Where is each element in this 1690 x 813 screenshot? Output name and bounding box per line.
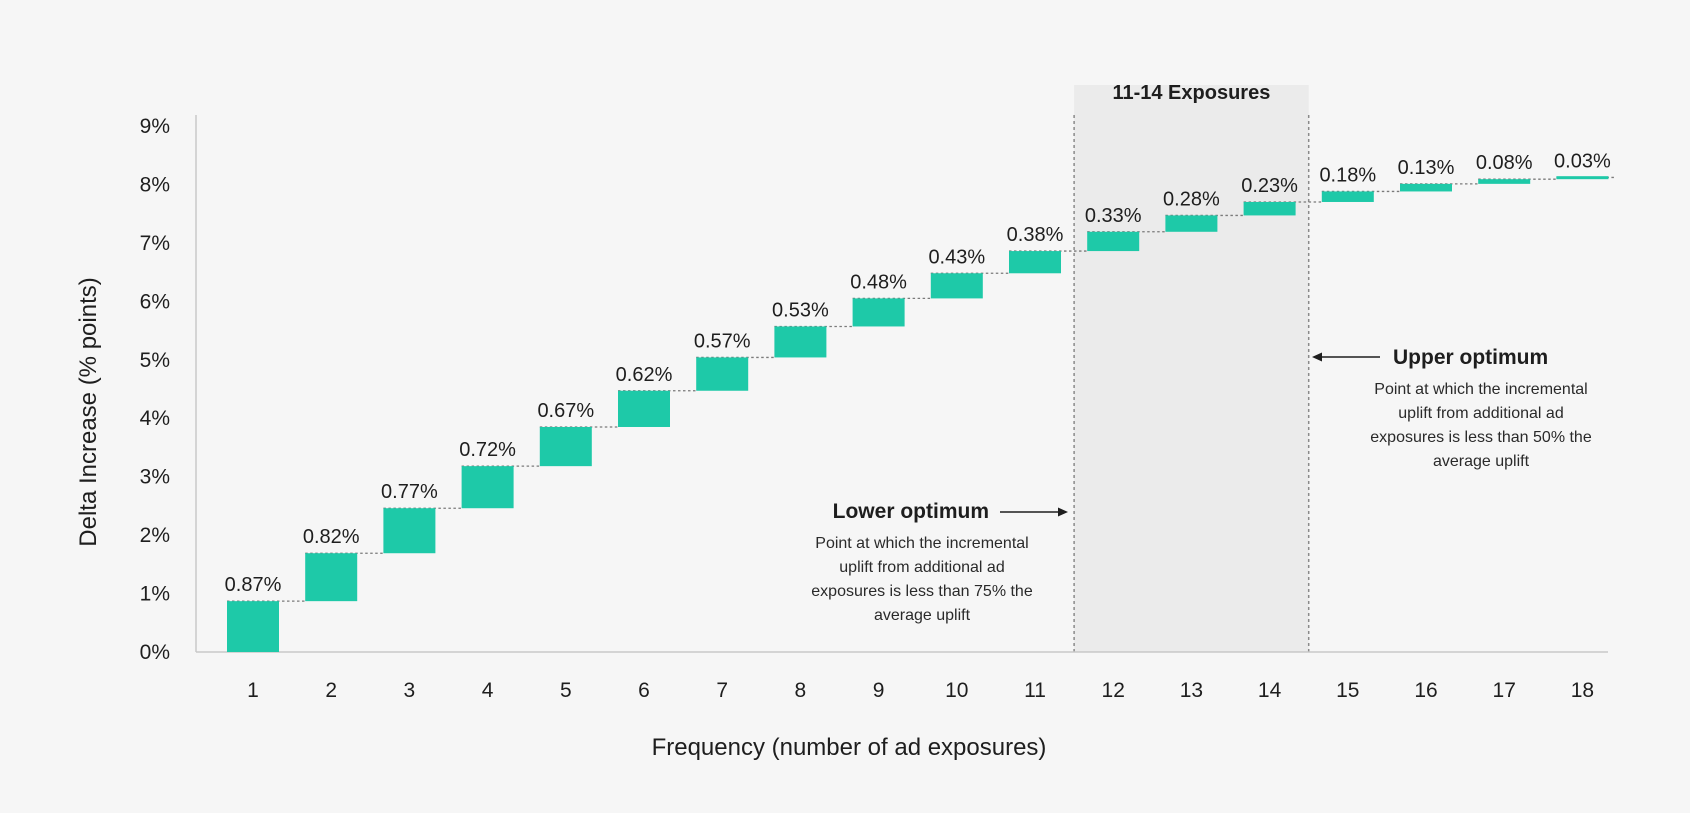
y-tick-label: 8%	[140, 173, 170, 196]
connectors	[227, 176, 1617, 602]
bar	[696, 357, 749, 391]
x-tick-label: 17	[1493, 679, 1516, 702]
upper-optimum-annotation: Upper optimum Point at which the increme…	[1312, 346, 1592, 470]
y-tick-label: 2%	[140, 524, 170, 547]
bar	[1243, 201, 1296, 216]
bar	[383, 508, 436, 554]
bar-value-label: 0.23%	[1241, 175, 1298, 197]
x-tick-label: 18	[1571, 679, 1594, 702]
y-tick-label: 7%	[140, 232, 170, 255]
y-tick-label: 9%	[140, 115, 170, 138]
bar-value-label: 0.48%	[850, 271, 907, 293]
upper-optimum-text-3: exposures is less than 50% the	[1370, 429, 1592, 446]
lower-optimum-text-3: exposures is less than 75% the	[811, 583, 1033, 600]
x-tick-label: 10	[945, 679, 968, 702]
bar-value-label: 0.33%	[1085, 205, 1142, 227]
bar-value-label: 0.08%	[1476, 152, 1533, 174]
lower-optimum-text-1: Point at which the incremental	[815, 535, 1028, 552]
upper-optimum-arrow-icon	[1312, 352, 1322, 362]
x-tick-label: 15	[1336, 679, 1359, 702]
x-ticks: 1 2 3 4 5 6 7 8 9 10 11 12 13 14 15 16 17 18	[247, 679, 1594, 702]
bar	[461, 466, 514, 509]
bar-value-label: 0.53%	[772, 299, 829, 321]
x-tick-label: 5	[560, 679, 572, 702]
x-tick-label: 13	[1180, 679, 1203, 702]
x-axis-title: Frequency (number of ad exposures)	[652, 734, 1047, 761]
x-tick-label: 1	[247, 679, 259, 702]
y-tick-label: 3%	[140, 466, 170, 489]
bar	[1321, 191, 1374, 202]
x-tick-label: 2	[325, 679, 337, 702]
upper-optimum-text-4: average uplift	[1433, 453, 1530, 470]
y-axis-title: Delta Increase (% points)	[75, 277, 102, 546]
bar-value-label: 0.67%	[537, 400, 594, 422]
x-tick-label: 14	[1258, 679, 1282, 702]
bar	[852, 298, 905, 327]
bar-value-label: 0.87%	[225, 574, 282, 596]
bar	[539, 426, 592, 467]
lower-optimum-arrow-icon	[1058, 507, 1068, 517]
bar-value-label: 0.72%	[459, 439, 516, 461]
upper-optimum-title: Upper optimum	[1393, 346, 1548, 369]
bar	[1087, 231, 1140, 252]
lower-optimum-text-2: uplift from additional ad	[839, 559, 1004, 576]
x-tick-label: 8	[795, 679, 807, 702]
bar-value-label: 0.77%	[381, 481, 438, 503]
band-title: 11-14 Exposures	[1112, 82, 1270, 104]
bar-value-label: 0.28%	[1163, 188, 1220, 210]
bar	[1478, 179, 1531, 184]
upper-optimum-text-1: Point at which the incremental	[1374, 381, 1587, 398]
x-tick-label: 11	[1024, 679, 1046, 702]
bar	[305, 553, 358, 602]
bar-value-label: 0.82%	[303, 526, 360, 548]
bar	[1009, 251, 1061, 274]
y-ticks: 0% 1% 2% 3% 4% 5% 6% 7% 8% 9%	[140, 115, 170, 664]
upper-optimum-text-2: uplift from additional ad	[1398, 405, 1563, 422]
highlight-band	[1074, 85, 1309, 652]
x-tick-label: 16	[1414, 679, 1437, 702]
lower-optimum-title: Lower optimum	[833, 500, 989, 523]
bar-value-label: 0.43%	[928, 246, 985, 268]
x-tick-label: 7	[716, 679, 728, 702]
bar-value-label: 0.18%	[1319, 164, 1376, 186]
y-tick-label: 1%	[140, 583, 170, 606]
bar	[930, 273, 983, 299]
y-tick-label: 5%	[140, 349, 170, 372]
x-tick-label: 9	[873, 679, 885, 702]
x-tick-label: 12	[1102, 679, 1125, 702]
bar-value-label: 0.57%	[694, 330, 751, 352]
y-tick-label: 4%	[140, 407, 170, 430]
bar	[774, 326, 827, 358]
bar	[618, 390, 670, 427]
bar	[1400, 183, 1452, 192]
x-tick-label: 3	[404, 679, 416, 702]
x-tick-label: 4	[482, 679, 494, 702]
bar-labels: 0.87% 0.82% 0.77% 0.72% 0.67% 0.62% 0.57% 0.53%…	[225, 150, 1611, 596]
lower-optimum-annotation: Lower optimum Point at which the increme…	[811, 500, 1068, 624]
y-tick-label: 0%	[140, 641, 170, 664]
bar-value-label: 0.13%	[1398, 157, 1455, 179]
x-tick-label: 6	[638, 679, 650, 702]
bar	[1165, 215, 1218, 232]
bars	[227, 176, 1609, 652]
bar	[227, 601, 279, 652]
y-tick-label: 6%	[140, 290, 170, 313]
lower-optimum-text-4: average uplift	[874, 607, 971, 624]
bar-value-label: 0.03%	[1554, 150, 1611, 172]
bar	[1556, 176, 1609, 180]
bar-value-label: 0.62%	[616, 364, 673, 386]
bar-value-label: 0.38%	[1007, 224, 1064, 246]
